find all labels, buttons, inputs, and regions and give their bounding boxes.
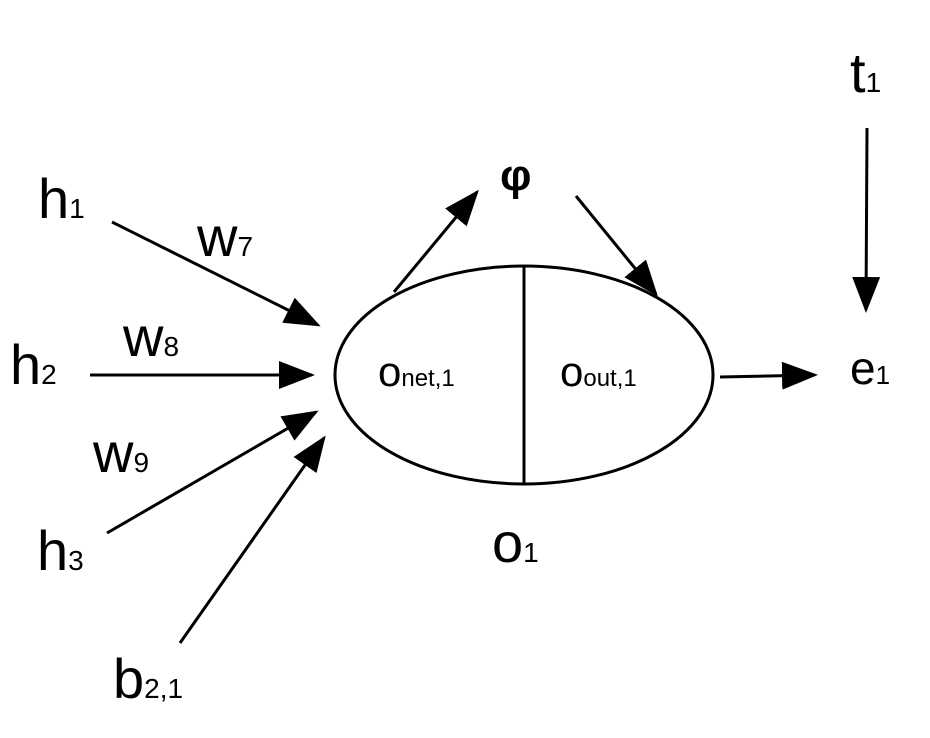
label-b21: b2,1: [113, 647, 183, 710]
edge-neuron-to-e1: [719, 361, 818, 390]
label-w7: w7: [196, 205, 253, 268]
label-h1: h1: [38, 167, 85, 230]
label-h3: h3: [37, 519, 84, 582]
label-e1: e1: [850, 342, 890, 394]
edge-t1-to-e1: [852, 127, 881, 313]
edge-neuron-to-phi: [392, 189, 479, 293]
label-w8: w8: [122, 305, 179, 368]
edge-h3-to-neuron: [106, 410, 319, 535]
neuron-o1: [333, 264, 715, 486]
label-w9: w9: [92, 421, 149, 484]
label-o-out: oout,1: [560, 348, 637, 395]
edge-b21-to-neuron: [178, 435, 326, 644]
label-h2: h2: [10, 333, 57, 396]
edge-phi-to-neuron: [574, 195, 658, 297]
label-phi: φ: [500, 151, 531, 200]
edge-h1-to-neuron: [111, 220, 321, 327]
label-t1: t1: [850, 41, 881, 104]
label-o1: o1: [492, 511, 539, 574]
label-o-net: onet,1: [378, 348, 455, 395]
